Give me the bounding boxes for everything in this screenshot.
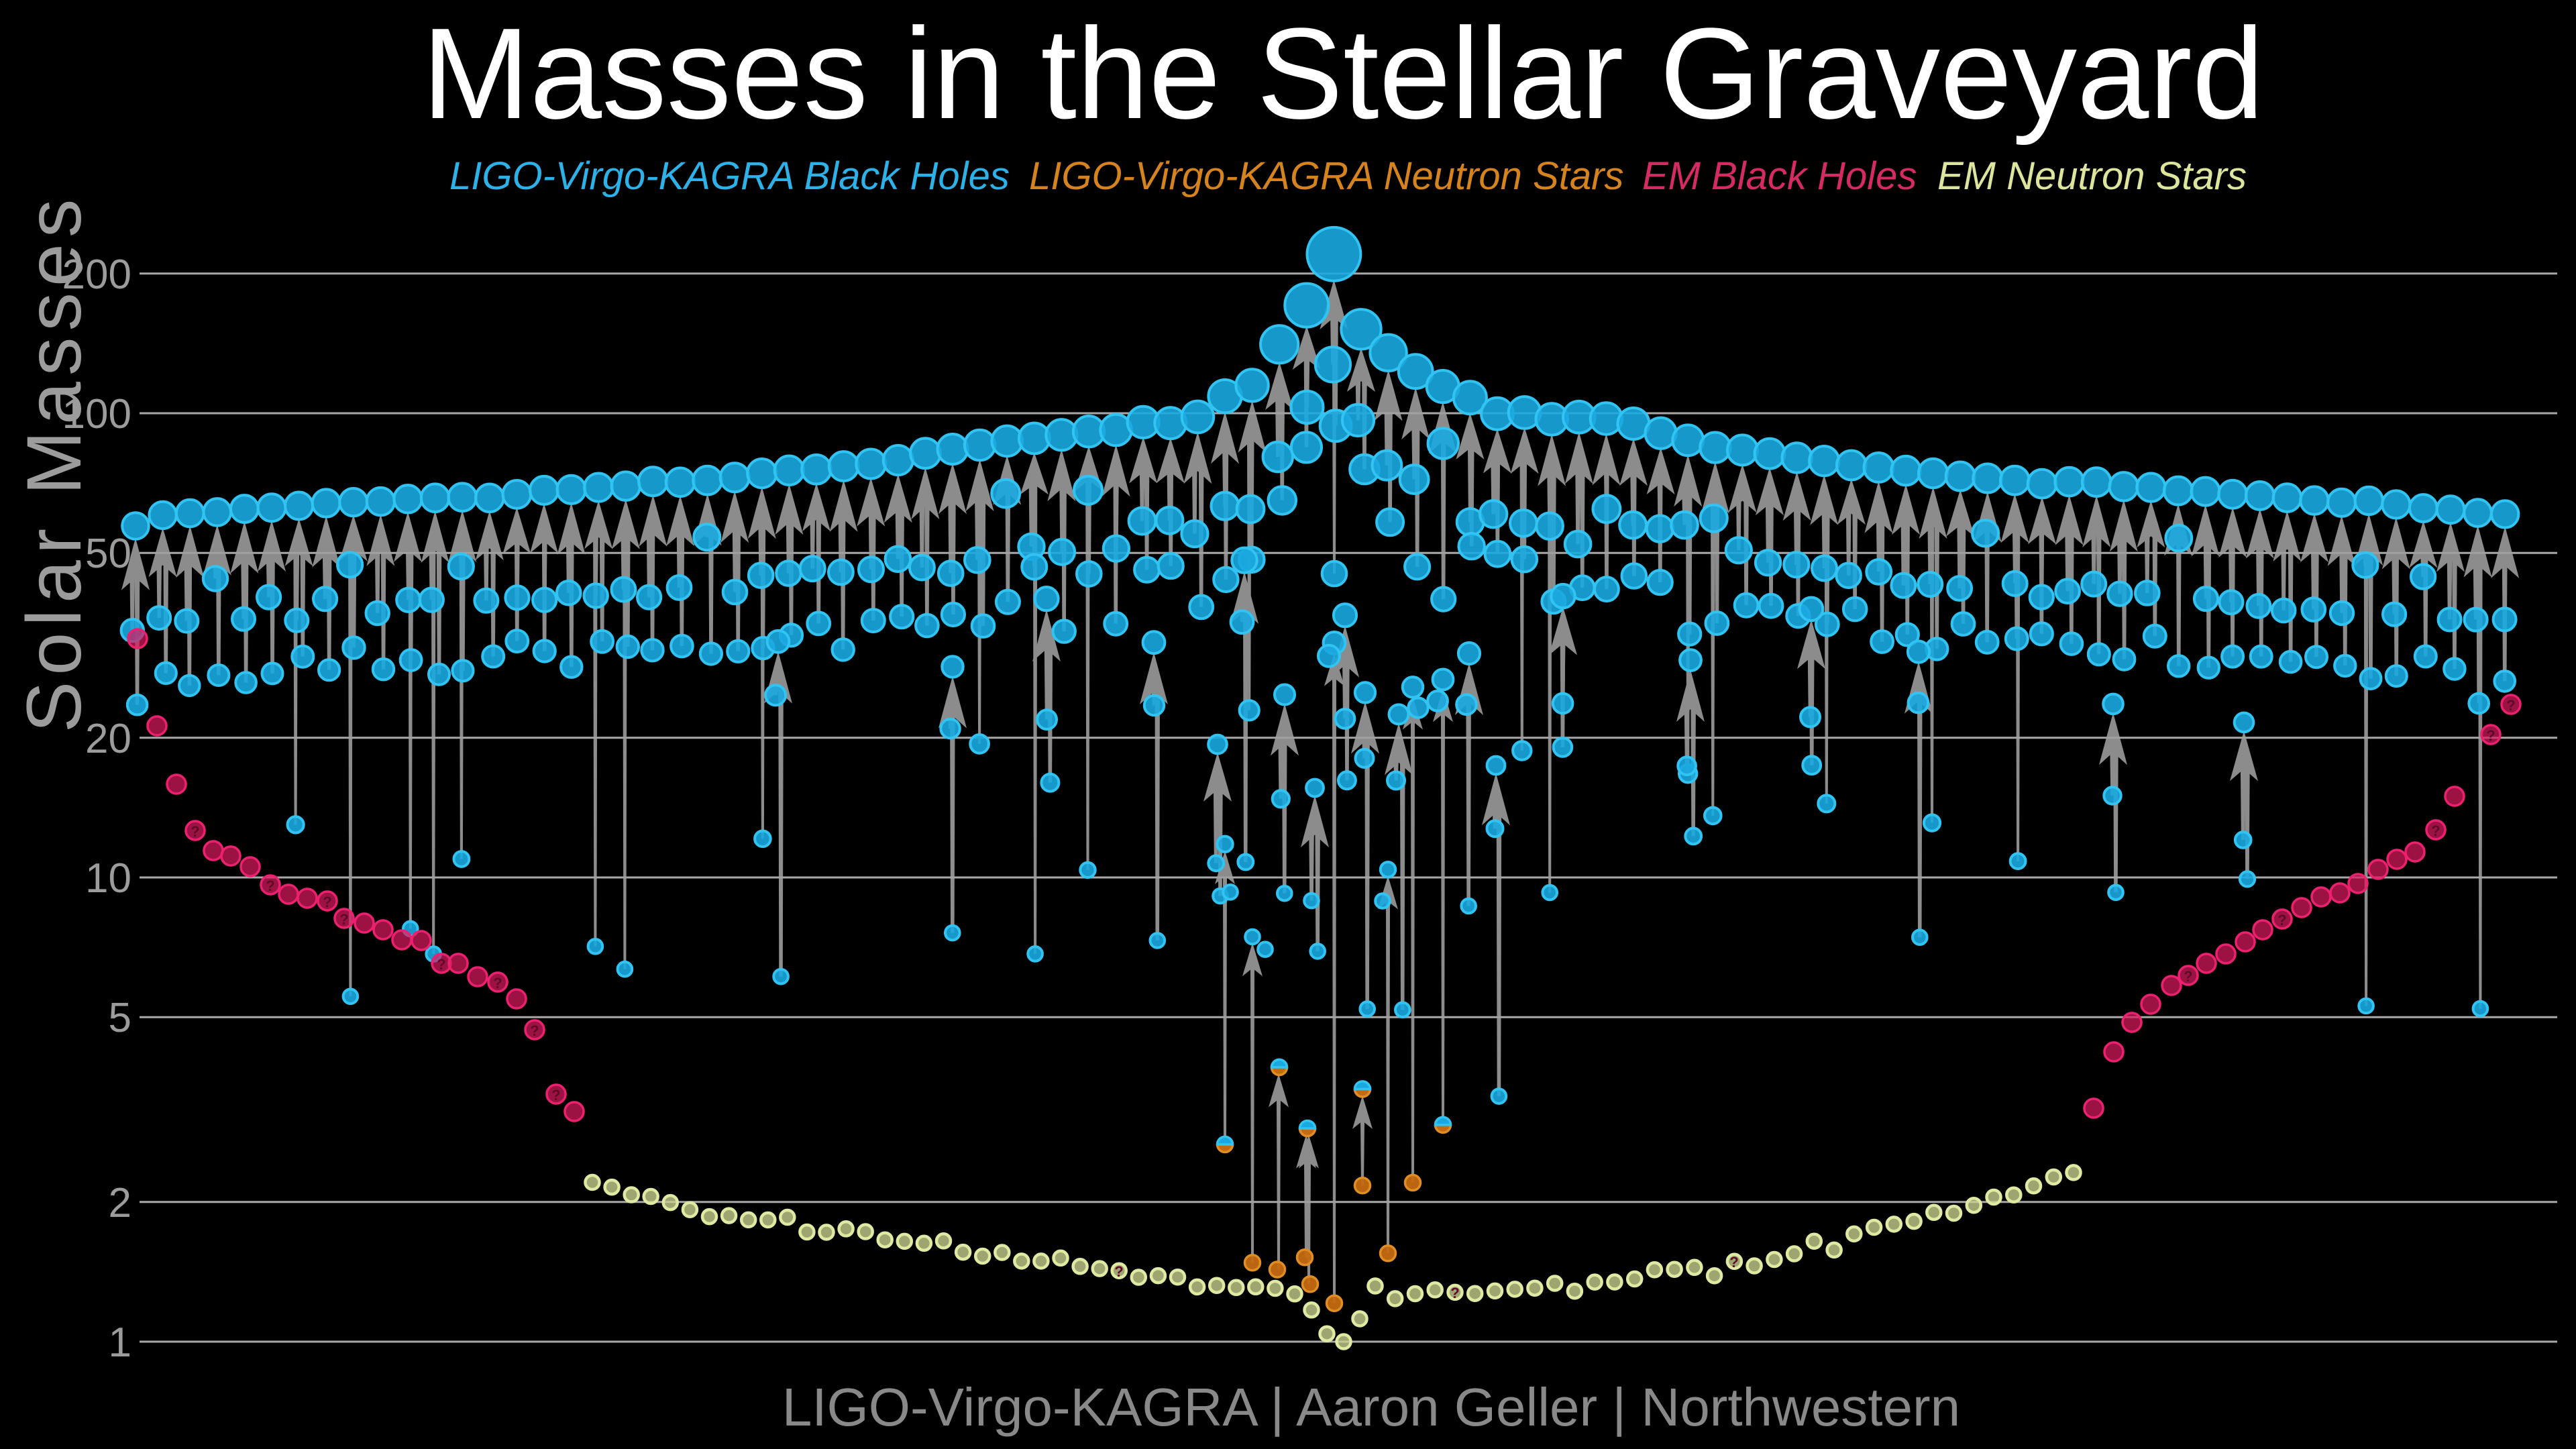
svg-text:1: 1 <box>109 1320 131 1366</box>
svg-text:?: ? <box>2486 727 2495 744</box>
svg-text:?: ? <box>339 911 348 928</box>
svg-text:?: ? <box>191 823 199 840</box>
svg-text:?: ? <box>2184 968 2192 985</box>
svg-text:200: 200 <box>62 252 131 298</box>
svg-text:?: ? <box>2431 822 2440 839</box>
svg-text:?: ? <box>1114 1263 1123 1280</box>
svg-text:?: ? <box>323 894 331 910</box>
svg-text:?: ? <box>551 1087 560 1104</box>
svg-text:EM Neutron Stars: EM Neutron Stars <box>1937 154 2247 198</box>
svg-text:2: 2 <box>109 1180 131 1226</box>
svg-text:LIGO-Virgo-KAGRA Black Holes: LIGO-Virgo-KAGRA Black Holes <box>449 154 1010 198</box>
svg-text:?: ? <box>530 1022 539 1039</box>
svg-text:5: 5 <box>109 995 131 1041</box>
svg-text:100: 100 <box>62 391 131 437</box>
svg-text:LIGO-Virgo-KAGRA | Aaron Gelle: LIGO-Virgo-KAGRA | Aaron Geller | Northw… <box>782 1377 1960 1437</box>
svg-text:Solar Masses: Solar Masses <box>11 193 97 733</box>
svg-text:LIGO-Virgo-KAGRA Neutron Stars: LIGO-Virgo-KAGRA Neutron Stars <box>1029 154 1623 198</box>
svg-text:?: ? <box>2277 912 2286 928</box>
svg-text:?: ? <box>1450 1285 1459 1301</box>
svg-text:20: 20 <box>85 716 131 762</box>
svg-text:?: ? <box>2506 697 2515 714</box>
svg-text:Masses in the Stellar Graveyar: Masses in the Stellar Graveyard <box>422 1 2264 146</box>
svg-text:?: ? <box>1729 1254 1738 1271</box>
svg-text:?: ? <box>266 877 274 894</box>
svg-text:?: ? <box>437 956 445 973</box>
svg-text:?: ? <box>493 975 502 991</box>
svg-text:50: 50 <box>85 531 131 577</box>
svg-text:10: 10 <box>85 855 131 902</box>
svg-text:EM Black Holes: EM Black Holes <box>1642 154 1917 198</box>
